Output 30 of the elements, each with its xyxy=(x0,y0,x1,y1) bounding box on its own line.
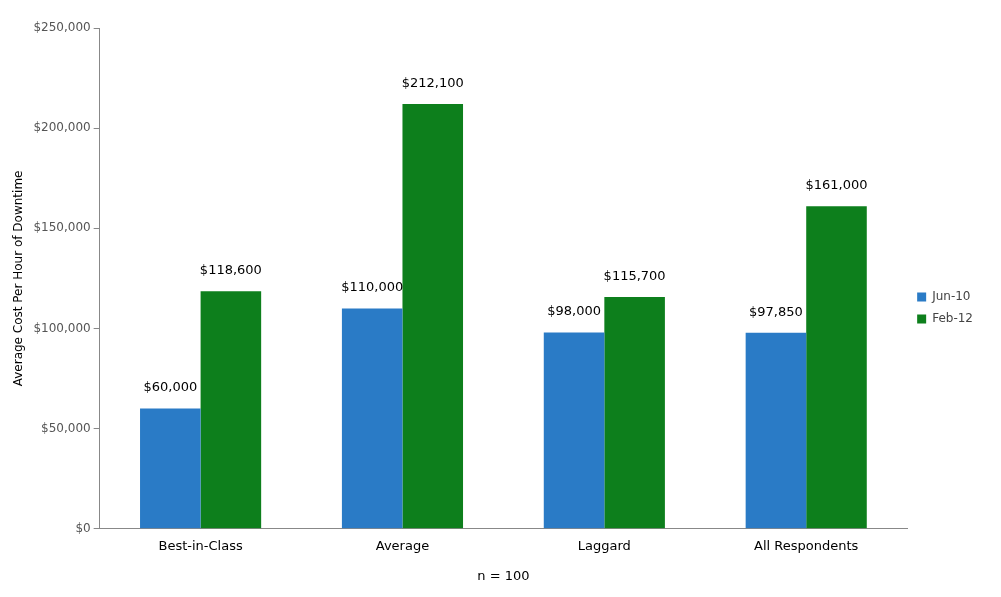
bar xyxy=(745,332,807,529)
bar xyxy=(402,103,464,529)
bar xyxy=(200,291,262,529)
bar xyxy=(806,206,867,529)
y-tick-label: $100,000 xyxy=(33,320,91,335)
y-axis-title: Average Cost Per Hour of Downtime xyxy=(11,170,26,387)
x-tick-label: Laggard xyxy=(577,537,631,553)
data-label: $118,600 xyxy=(199,262,262,278)
x-tick-label: All Respondents xyxy=(754,537,859,553)
legend-label: Jun-10 xyxy=(931,289,971,304)
y-tick-label: $200,000 xyxy=(33,120,91,135)
y-tick-label: $50,000 xyxy=(41,420,91,435)
bar xyxy=(604,297,665,529)
data-label: $161,000 xyxy=(805,177,868,193)
x-tick-label: Average xyxy=(375,537,430,553)
data-label: $97,850 xyxy=(749,303,803,319)
x-tick-label: Best-in-Class xyxy=(158,537,243,553)
y-tick-label: $250,000 xyxy=(33,20,91,35)
bar xyxy=(140,408,201,529)
y-tick-label: $150,000 xyxy=(33,220,91,235)
data-label: $115,700 xyxy=(603,267,666,283)
legend-label: Feb-12 xyxy=(932,311,974,326)
bar xyxy=(543,332,605,529)
data-label: $98,000 xyxy=(547,303,601,319)
data-label: $110,000 xyxy=(341,279,404,295)
x-axis-title: n = 100 xyxy=(477,567,530,583)
data-label: $212,100 xyxy=(401,74,464,90)
y-tick-label: $0 xyxy=(75,520,91,535)
bar xyxy=(341,308,403,529)
data-label: $60,000 xyxy=(143,379,198,395)
